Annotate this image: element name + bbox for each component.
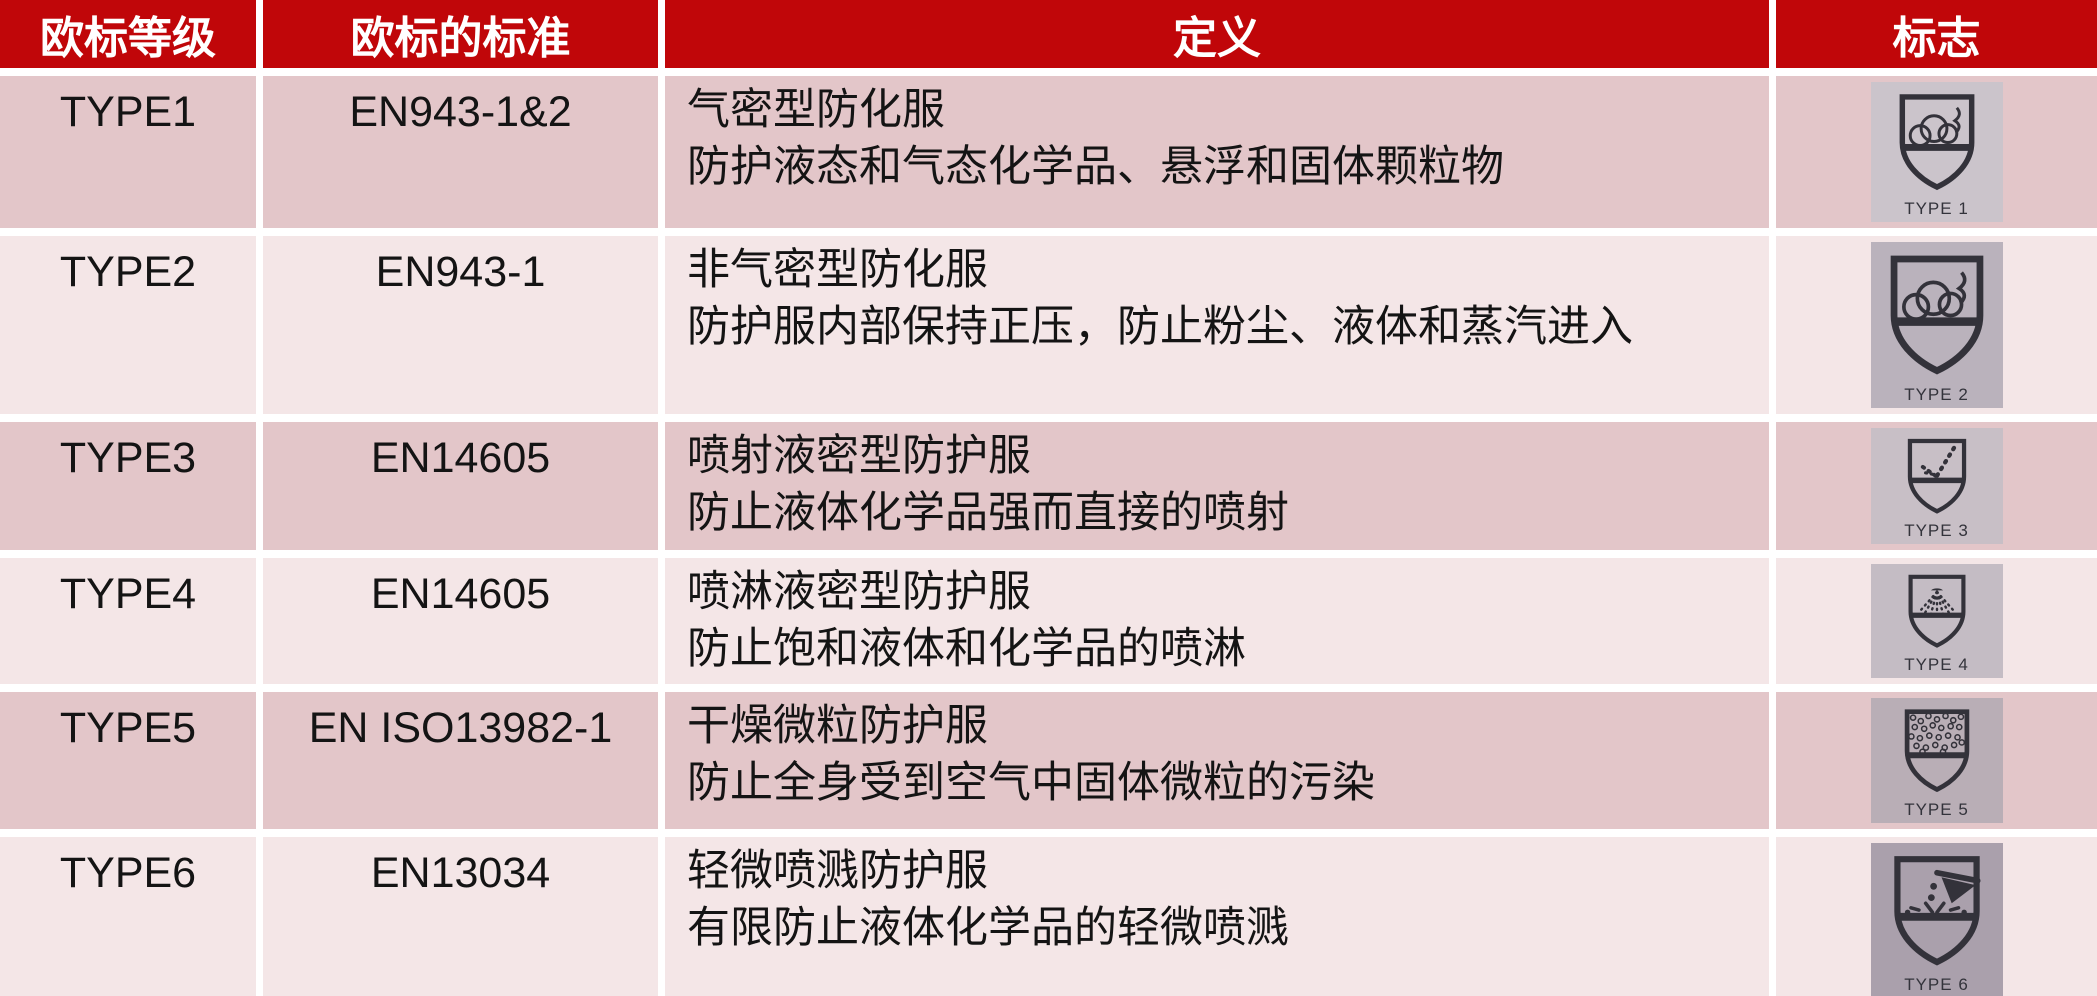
shield-gas-cloud-icon	[1899, 94, 1974, 191]
definition-line2: 防护服内部保持正压，防止粉尘、液体和蒸汽进入	[687, 302, 1633, 351]
mark-tile: TYPE 6	[1870, 843, 2003, 996]
header-mark: 标志	[1776, 0, 2097, 68]
icon-caption: TYPE 3	[1904, 521, 1969, 540]
mark-tile: TYPE 4	[1870, 564, 2003, 678]
standard-cell: EN13034	[263, 837, 658, 996]
standard-cell: EN943-1	[263, 236, 658, 414]
mark-tile: TYPE 1	[1870, 82, 2003, 222]
level-cell: TYPE4	[0, 558, 256, 684]
mark-cell: TYPE 4	[1776, 558, 2097, 684]
mark-cell: TYPE 6	[1776, 837, 2097, 996]
icon-caption: TYPE 2	[1904, 385, 1969, 404]
level-cell: TYPE5	[0, 692, 256, 829]
definition-line2: 防止全身受到空气中固体微粒的污染	[687, 758, 1375, 807]
definition-line1: 非气密型防化服	[687, 246, 988, 294]
definition-line1: 轻微喷溅防护服	[687, 847, 988, 895]
definition-line1: 喷射液密型防护服	[687, 432, 1031, 480]
icon-caption: TYPE 4	[1904, 655, 1969, 674]
definition-line2: 防护液态和气态化学品、悬浮和固体颗粒物	[687, 142, 1504, 191]
shield-particles-icon	[1904, 709, 1969, 793]
standard-cell: EN14605	[263, 558, 658, 684]
level-cell: TYPE2	[0, 236, 256, 414]
definition-line1: 喷淋液密型防护服	[687, 568, 1031, 616]
definition-cell: 喷淋液密型防护服 防止饱和液体和化学品的喷淋	[665, 558, 1769, 684]
level-cell: TYPE6	[0, 837, 256, 996]
shield-gas-cloud-icon	[1890, 255, 1983, 375]
header-level: 欧标等级	[0, 0, 256, 68]
definition-line1: 干燥微粒防护服	[687, 702, 988, 750]
definition-cell: 喷射液密型防护服 防止液体化学品强而直接的喷射	[665, 422, 1769, 550]
standard-cell: EN943-1&2	[263, 76, 658, 228]
mark-tile: TYPE 5	[1870, 698, 2003, 823]
icon-caption: TYPE 1	[1904, 199, 1969, 218]
mark-cell: TYPE 5	[1776, 692, 2097, 829]
definition-cell: 气密型防化服 防护液态和气态化学品、悬浮和固体颗粒物	[665, 76, 1769, 228]
header-definition: 定义	[665, 0, 1769, 68]
level-cell: TYPE3	[0, 422, 256, 550]
definition-cell: 非气密型防化服 防护服内部保持正压，防止粉尘、液体和蒸汽进入	[665, 236, 1769, 414]
shield-splash-icon	[1893, 856, 1981, 966]
header-standard: 欧标的标准	[263, 0, 658, 68]
standard-cell: EN14605	[263, 422, 658, 550]
mark-tile: TYPE 3	[1870, 428, 2003, 544]
shield-liquid-jet-icon	[1907, 438, 1966, 514]
definition-line1: 气密型防化服	[687, 86, 945, 134]
mark-cell: TYPE 1	[1776, 76, 2097, 228]
mark-tile: TYPE 2	[1870, 242, 2003, 408]
definition-cell: 干燥微粒防护服 防止全身受到空气中固体微粒的污染	[665, 692, 1769, 829]
standard-cell: EN ISO13982-1	[263, 692, 658, 829]
icon-caption: TYPE 6	[1904, 975, 1969, 995]
mark-cell: TYPE 2	[1776, 236, 2097, 414]
level-cell: TYPE1	[0, 76, 256, 228]
shield-spray-icon	[1908, 574, 1965, 648]
icon-caption: TYPE 5	[1904, 800, 1969, 819]
definition-line2: 防止饱和液体和化学品的喷淋	[687, 624, 1246, 673]
definition-line2: 有限防止液体化学品的轻微喷溅	[687, 903, 1289, 952]
definition-cell: 轻微喷溅防护服 有限防止液体化学品的轻微喷溅	[665, 837, 1769, 996]
definition-line2: 防止液体化学品强而直接的喷射	[687, 488, 1289, 537]
mark-cell: TYPE 3	[1776, 422, 2097, 550]
